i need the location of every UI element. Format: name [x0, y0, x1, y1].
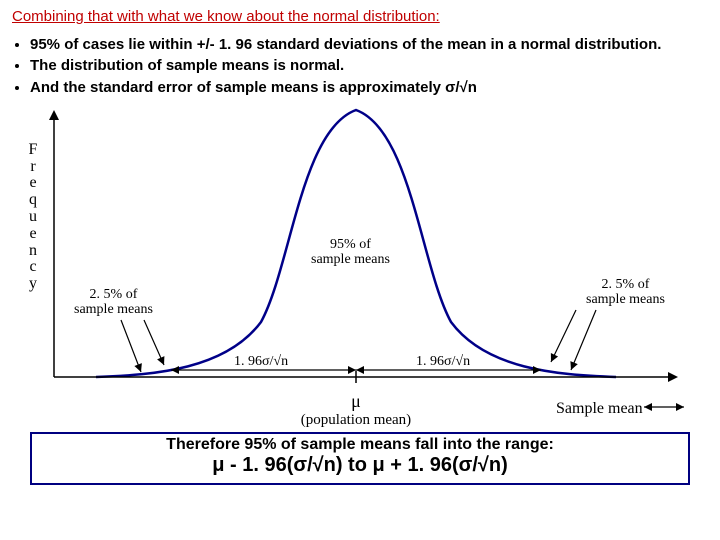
bullet-item: And the standard error of sample means i… [30, 78, 708, 98]
conclusion-text-1: Therefore 95% of sample means fall into … [36, 436, 684, 454]
left-interval-label: 1. 96σ/√n [234, 354, 288, 369]
left-tail-label: 2. 5% ofsample means [74, 287, 153, 318]
bullet-list: 95% of cases lie within +/- 1. 96 standa… [12, 35, 708, 98]
mu-label: μ (population mean) [296, 392, 416, 428]
conclusion-box: Therefore 95% of sample means fall into … [30, 432, 690, 485]
bullet-item: 95% of cases lie within +/- 1. 96 standa… [30, 35, 708, 55]
y-axis-label: Frequency [26, 142, 40, 293]
page-title: Combining that with what we know about t… [12, 8, 708, 25]
bell-curve-chart: Frequency 95% ofsample means 2. 5% ofsam… [36, 102, 696, 432]
right-tail-label: 2. 5% ofsample means [586, 277, 665, 308]
center-region-label: 95% ofsample means [311, 237, 390, 268]
bullet-item: The distribution of sample means is norm… [30, 56, 708, 76]
x-axis-label: Sample mean [556, 400, 643, 418]
right-interval-label: 1. 96σ/√n [416, 354, 470, 369]
conclusion-text-2: μ - 1. 96(σ/√n) to μ + 1. 96(σ/√n) [36, 454, 684, 477]
